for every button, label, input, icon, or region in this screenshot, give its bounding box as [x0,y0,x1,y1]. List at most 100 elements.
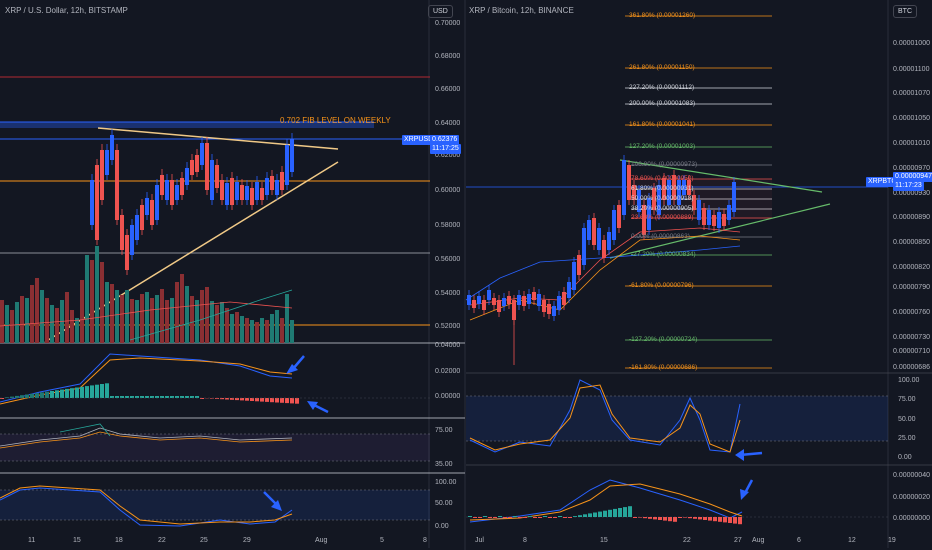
stoch-tick-label: 50.00 [435,500,453,507]
macd-histogram-bar [295,398,299,404]
stoch-tick-label: 50.00 [898,416,916,423]
candle-body [110,135,114,160]
candle-body [587,220,591,240]
price-tick-label: 0.52000 [435,323,461,330]
candle-body [692,195,696,210]
volume-bar [265,320,269,343]
macd-histogram-bar [115,396,119,398]
price-tick-label: 0.00000970 [893,165,930,172]
price-tick-label: 0.54000 [435,290,461,297]
macd-histogram-bar [568,517,572,518]
volume-bar [165,300,169,343]
right-currency-button[interactable]: BTC [893,5,917,18]
price-tick-label: 0.62000 [435,152,461,159]
macd-histogram-bar [698,517,702,520]
candle-body [542,300,546,312]
pointer-arrow-head [735,449,744,461]
candle-body [265,178,269,195]
macd-histogram-bar [618,508,622,517]
left-currency-button[interactable]: USD [428,5,453,18]
volume-bar [200,290,204,343]
fib-level-label: 78.60% (0.00000950) [631,175,694,182]
macd-histogram-bar [633,517,637,518]
candle-body [260,188,264,200]
left-chart-title: XRP / U.S. Dollar, 12h, BITSTAMP [5,6,128,15]
right-price-tag: 0.00000947 [893,172,932,182]
volume-bar [45,298,49,343]
macd-histogram-bar [25,394,29,398]
macd-histogram-bar [703,517,707,520]
candle-body [622,160,626,215]
volume-bar [145,292,149,343]
candle-body [617,205,621,228]
volume-bar [220,302,224,343]
macd-histogram-bar [105,383,109,398]
macd-histogram-bar [503,517,507,518]
macd-histogram-bar [578,515,582,517]
candle-body [522,296,526,306]
macd-histogram-bar [160,396,164,398]
fib-level-label: 361.80% (0.00001260) [629,12,696,19]
volume-bar [80,280,84,343]
macd-tick-label: 0.00000040 [893,472,930,479]
macd-histogram-bar [508,517,512,518]
date-tick-label: Aug [315,537,328,544]
macd-histogram-bar [170,396,174,398]
price-tick-label: 0.00000820 [893,264,930,271]
macd-histogram-bar [45,391,49,398]
candle-body [200,143,204,165]
candle-body [487,290,491,300]
macd-histogram-bar [55,390,59,398]
macd-histogram-bar [658,517,662,520]
macd-histogram-bar [20,395,24,398]
macd-histogram-bar [275,398,279,403]
fib-level-label: -161.80% (0.00000686) [629,364,698,371]
candle-body [697,200,701,220]
macd-histogram-bar [265,398,269,402]
volume-bar [260,318,264,343]
date-tick-label: 5 [380,537,384,544]
macd-histogram-bar [543,516,547,517]
macd-histogram-bar [673,517,677,522]
macd-histogram-bar [573,516,577,517]
price-tick-label: 0.00001100 [893,66,930,73]
candle-body [275,180,279,195]
macd-histogram-bar [185,396,189,398]
pointer-arrow-head [286,364,298,374]
volume-bar [275,310,279,343]
macd-histogram-bar [738,517,742,525]
macd-histogram-bar [548,517,552,518]
macd-histogram-bar [518,517,522,518]
price-tick-label: 0.00000686 [893,364,930,371]
rsi-ma-line [0,431,293,449]
volume-bar [230,314,234,343]
pointer-arrow-head [271,500,282,511]
fib-level-label: -61.80% (0.00000796) [629,282,694,289]
macd-histogram-bar [733,517,737,524]
candle-body [647,198,651,230]
macd-histogram-bar [140,396,144,398]
macd-tick-label: 0.02000 [435,368,461,375]
fib-level-label: 261.80% (0.00001150) [629,64,695,71]
candle-body [652,188,656,210]
candle-body [602,240,606,258]
macd-histogram-bar [593,512,597,517]
candle-body [255,182,259,200]
candle-body [502,298,506,306]
stoch-tick-label: 100.00 [435,479,457,486]
macd-histogram-bar [468,516,472,517]
right-chart-title: XRP / Bitcoin, 12h, BINANCE [469,6,574,15]
pointer-arrow-head [740,489,749,500]
fib-level-label: 38.20% (0.00000905) [631,205,694,212]
stoch-tick-label: 75.00 [898,396,916,403]
volume-bar [240,316,244,343]
volume-bar [175,282,179,343]
date-tick-label: 18 [115,537,123,544]
date-tick-label: 25 [200,537,208,544]
price-tick-label: 0.56000 [435,256,461,263]
macd-histogram-bar [165,396,169,398]
date-tick-label: 22 [158,537,166,544]
volume-bar [95,246,99,343]
macd-histogram-bar [90,385,94,398]
